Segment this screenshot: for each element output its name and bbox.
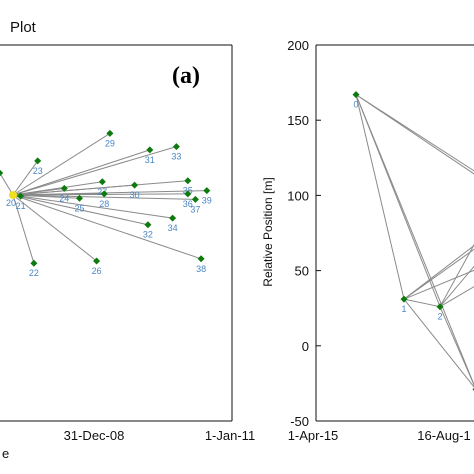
left-extra-node-0 (0, 169, 4, 177)
left-node-label-22: 22 (29, 268, 39, 278)
left-node-35 (184, 177, 192, 185)
right-y-tick-label-150: 150 (287, 113, 309, 128)
right-edge-2-4 (439, 265, 474, 308)
left-hub-label: 20 (6, 198, 16, 208)
right-edge-0-2 (355, 94, 441, 307)
left-edge-26 (12, 194, 97, 262)
left-node-label-38: 38 (196, 264, 206, 274)
left-node-33 (172, 143, 180, 151)
right-edge-2-5 (439, 286, 474, 308)
right-edge-0-3 (355, 94, 474, 386)
right-node-label-2: 2 (437, 312, 442, 322)
left-nodes: 2122232425262728293031323334353637383920 (0, 129, 212, 278)
left-node-label-31: 31 (145, 155, 155, 165)
right-edge-1-3 (403, 298, 474, 388)
left-node-24 (60, 184, 68, 192)
left-node-label-25: 25 (74, 203, 84, 213)
left-edge-32 (12, 194, 149, 226)
left-x-tick-label-1: 1-Jan-11 (205, 428, 255, 443)
right-y-tick-label-200: 200 (287, 38, 309, 53)
right-x-tick-label-0: 1-Apr-15 (288, 428, 339, 443)
right-y-tick-label--50: -50 (290, 414, 309, 429)
left-node-37 (191, 195, 199, 203)
left-node-label-21: 21 (16, 201, 26, 211)
left-edge-35 (12, 180, 188, 196)
left-node-label-24: 24 (59, 193, 69, 203)
right-offscreen-edge-2 (439, 243, 474, 307)
left-edge-34 (12, 194, 173, 219)
left-node-label-26: 26 (92, 266, 102, 276)
right-edge-1-4 (403, 245, 474, 300)
right-edge-1-2 (403, 298, 441, 308)
left-node-label-30: 30 (130, 190, 140, 200)
right-offscreen-edge-1 (403, 248, 474, 300)
right-panel: Relative Position [m] 1-Apr-15 16-Aug-1 … (261, 38, 474, 443)
left-node-38 (197, 255, 205, 263)
left-node-39 (203, 187, 211, 195)
left-edge-38 (12, 194, 202, 260)
left-x-axis-label: e (2, 446, 9, 461)
right-edge-0-5 (355, 94, 474, 172)
left-node-27 (98, 178, 106, 186)
left-edge-33 (12, 146, 177, 196)
left-edge-31 (12, 149, 150, 196)
left-node-25 (76, 194, 83, 202)
right-y-ticks: -50 0 50 100 150 200 (287, 38, 321, 429)
left-edge-27 (12, 181, 103, 196)
left-edge-39 (12, 190, 207, 196)
right-edges (355, 94, 474, 388)
left-node-label-27: 27 (97, 187, 107, 197)
left-node-23 (34, 157, 42, 165)
left-node-28 (100, 190, 108, 198)
right-node-0 (352, 91, 360, 99)
left-node-22 (30, 259, 38, 267)
left-node-36 (184, 190, 192, 198)
left-edge-29 (12, 132, 111, 196)
right-node-2 (436, 303, 444, 311)
left-node-30 (131, 181, 139, 189)
left-node-34 (169, 214, 177, 222)
left-node-label-29: 29 (105, 138, 115, 148)
left-node-label-37: 37 (190, 204, 200, 214)
right-edge-2-3 (439, 306, 474, 387)
left-panel: Plot (a) 31-Dec-08 1-Jan-11 e 21 22 23 24 25… (0, 19, 255, 461)
left-edges (0, 132, 207, 264)
right-edge-0-1 (355, 94, 405, 300)
left-title: Plot (10, 19, 37, 36)
right-node-1 (400, 295, 408, 303)
right-edge-1-5 (403, 269, 474, 300)
left-x-tick-label-0: 31-Dec-08 (64, 428, 125, 443)
right-y-tick-label-50: 50 (295, 264, 309, 279)
right-x-tick-label-1: 16-Aug-1 (417, 428, 470, 443)
left-node-label-36: 36 (183, 199, 193, 209)
left-edge-23 (12, 160, 39, 196)
left-node-26 (93, 257, 101, 265)
left-node-label-34: 34 (168, 223, 178, 233)
left-hub-node (9, 191, 17, 199)
right-node-label-1: 1 (401, 304, 406, 314)
left-node-label-32: 32 (143, 230, 153, 240)
right-node-label-0: 0 (353, 100, 358, 110)
left-node-label-23: 23 (33, 166, 43, 176)
panel-label-a: (a) (172, 63, 200, 89)
left-node-21 (17, 192, 25, 200)
left-node-label-33: 33 (171, 152, 181, 162)
left-node-label-39: 39 (202, 196, 212, 206)
left-node-32 (144, 221, 152, 229)
left-node-31 (146, 146, 154, 154)
right-y-axis-label: Relative Position [m] (261, 177, 275, 286)
right-edge-0-4 (355, 94, 474, 175)
left-node-label-28: 28 (99, 199, 109, 209)
left-extra-edge-0 (0, 172, 14, 196)
right-y-tick-label-0: 0 (302, 339, 309, 354)
right-y-tick-label-100: 100 (287, 188, 309, 203)
left-node-29 (106, 129, 114, 137)
right-nodes: 012345 (352, 91, 474, 404)
left-edge-22 (12, 194, 35, 264)
